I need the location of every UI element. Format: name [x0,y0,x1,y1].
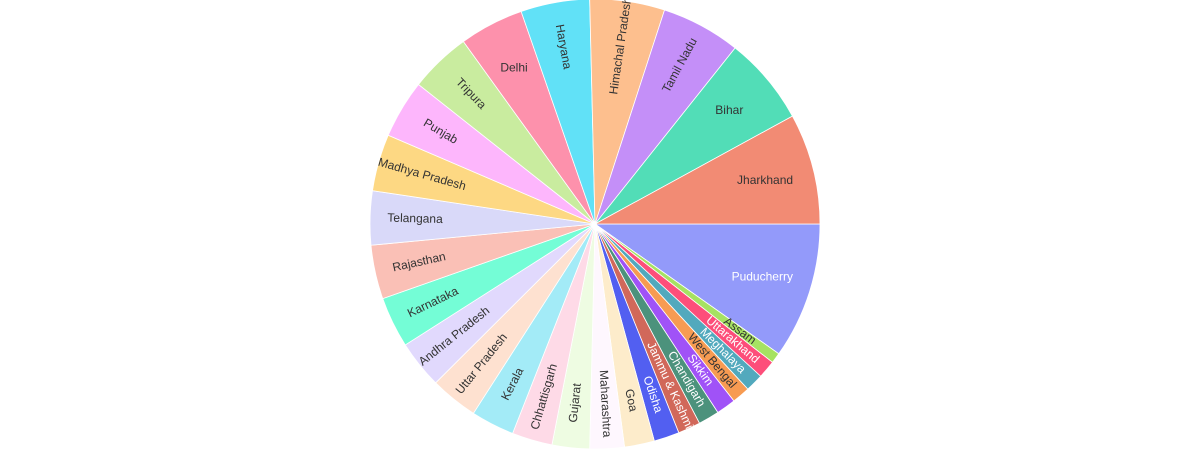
pie-slice-haryana[interactable] [520,0,596,225]
pie-slices [369,0,821,450]
pie-slice-puducherry[interactable] [593,223,821,355]
pie-slice-jharkhand[interactable] [594,115,821,225]
